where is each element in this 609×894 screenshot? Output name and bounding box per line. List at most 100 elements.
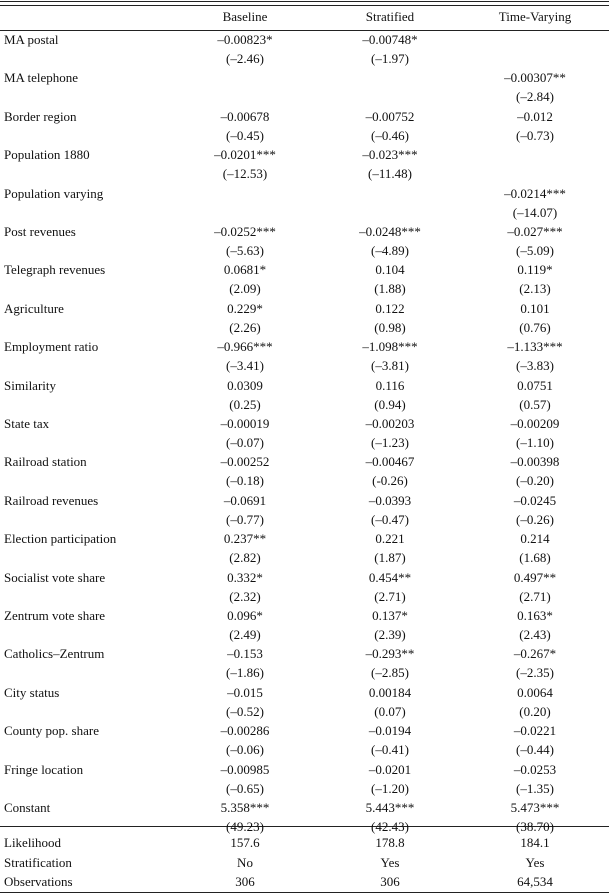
t-statistic: (–1.20) xyxy=(371,780,409,796)
row-label: County pop. share xyxy=(4,723,99,739)
row-label: Telegraph revenues xyxy=(4,262,106,278)
t-statistic: (–5.09) xyxy=(516,243,554,258)
t-statistic: (1.68) xyxy=(519,550,551,566)
t-statistic: (–0.44) xyxy=(516,742,554,758)
t-statistic: (–1.97) xyxy=(371,51,409,66)
t-statistic: (0.94) xyxy=(374,396,406,412)
t-statistic: (49.23) xyxy=(226,819,264,834)
footer-value: 306 xyxy=(235,874,255,889)
t-statistic: (0.07) xyxy=(374,703,406,719)
coefficient: –0.0252*** xyxy=(214,224,276,239)
t-statistic: (–2.84) xyxy=(516,89,554,105)
t-statistic: (–3.83) xyxy=(516,358,554,374)
t-statistic: (–2.85) xyxy=(371,665,409,681)
coefficient: 0.163* xyxy=(517,608,553,623)
footer-value: No xyxy=(237,855,253,870)
coefficient: –0.0221 xyxy=(513,723,557,739)
coefficient: 5.443*** xyxy=(365,800,415,815)
t-statistic: (–11.48) xyxy=(368,166,412,182)
coefficient: –0.00209 xyxy=(510,416,560,431)
row-label: Population 1880 xyxy=(4,147,90,163)
coefficient: –0.00252 xyxy=(220,454,270,470)
t-statistic: (–0.06) xyxy=(226,742,264,758)
coefficient: 0.332* xyxy=(227,569,263,585)
t-statistic: (2.49) xyxy=(229,627,261,642)
t-statistic: (0.20) xyxy=(519,703,551,719)
row-label: Population varying xyxy=(4,185,104,201)
top-rule xyxy=(0,1,609,2)
footer-label: Likelihood xyxy=(4,835,62,850)
t-statistic: (2.71) xyxy=(519,588,551,604)
t-statistic: (–0.46) xyxy=(371,127,409,143)
footer-value: 306 xyxy=(380,874,400,889)
row-label: Post revenues xyxy=(4,224,76,239)
t-statistic: (2.39) xyxy=(374,627,406,642)
coefficient: 0.497** xyxy=(513,569,557,585)
coefficient: –0.0201*** xyxy=(214,147,276,163)
t-statistic: (–2.35) xyxy=(516,665,554,681)
t-statistic: (1.87) xyxy=(374,550,406,566)
column-header: Baseline xyxy=(222,9,268,24)
coefficient: –0.00678 xyxy=(220,108,270,124)
coefficient: –0.0691 xyxy=(223,492,267,508)
row-label: Socialist vote share xyxy=(4,569,106,585)
coefficient: –0.00985 xyxy=(220,761,270,777)
t-statistic: (–0.65) xyxy=(226,780,264,796)
row-label: Railroad station xyxy=(4,454,87,470)
t-statistic: (0.25) xyxy=(229,396,261,412)
t-statistic: (–14.07) xyxy=(512,204,558,220)
t-statistic: (42.43) xyxy=(371,819,409,834)
t-statistic: (–3.41) xyxy=(226,358,264,374)
coefficient: –0.00467 xyxy=(365,454,415,470)
t-statistic: (2.13) xyxy=(519,281,551,297)
coefficient: 5.358*** xyxy=(220,800,270,815)
t-statistic: (–12.53) xyxy=(222,166,268,182)
coefficient: 0.0064 xyxy=(517,684,553,700)
coefficient: –0.00823* xyxy=(217,32,273,47)
t-statistic: (–0.18) xyxy=(226,473,264,489)
coefficient: –0.267* xyxy=(513,646,557,662)
t-statistic: (–0.77) xyxy=(226,511,264,527)
top-rule xyxy=(0,5,609,6)
t-statistic: (0.76) xyxy=(519,319,551,335)
coefficient: –0.00203 xyxy=(365,416,415,431)
footer-value: 157.6 xyxy=(230,835,260,850)
coefficient: –0.0248*** xyxy=(359,224,421,239)
t-statistic: (–1.35) xyxy=(516,780,554,796)
coefficient: –0.966*** xyxy=(217,339,273,355)
row-label: Zentrum vote share xyxy=(4,608,106,623)
coefficient: 0.122 xyxy=(375,300,405,316)
t-statistic: (–0.07) xyxy=(226,435,264,450)
t-statistic: (–0.41) xyxy=(371,742,409,758)
coefficient: –0.293** xyxy=(365,646,415,662)
coefficient: 5.473*** xyxy=(510,800,560,815)
t-statistic: (0.57) xyxy=(519,396,551,412)
column-header: Time-Varying xyxy=(498,9,572,24)
row-label: MA postal xyxy=(4,32,59,47)
t-statistic: (–3.81) xyxy=(371,358,409,374)
row-label: Similarity xyxy=(4,377,56,393)
footer-value: Yes xyxy=(525,855,545,870)
coefficient: 0.104 xyxy=(375,262,405,278)
coefficient: –0.027*** xyxy=(507,224,563,239)
footer-label: Stratification xyxy=(4,855,72,870)
row-label: Border region xyxy=(4,108,77,124)
coefficient: 0.237** xyxy=(223,531,267,547)
coefficient: –0.153 xyxy=(227,646,263,662)
coefficient: –0.0194 xyxy=(368,723,412,739)
coefficient: 0.0751 xyxy=(517,377,553,393)
t-statistic: (2.32) xyxy=(229,588,261,604)
coefficient: –0.0393 xyxy=(368,492,412,508)
t-statistic: (–5.63) xyxy=(226,243,264,258)
footer-value: Yes xyxy=(380,855,400,870)
coefficient: –0.00019 xyxy=(220,416,270,431)
t-statistic: (–0.73) xyxy=(516,127,554,143)
row-label: City status xyxy=(4,684,60,700)
t-statistic: (–1.10) xyxy=(516,435,554,450)
coefficient: 0.0309 xyxy=(227,377,263,393)
t-statistic: (–1.86) xyxy=(226,665,264,681)
bottom-rule xyxy=(0,892,609,893)
coefficient: 0.116 xyxy=(375,377,405,393)
coefficient: –0.00748* xyxy=(362,32,418,47)
t-statistic: (2.82) xyxy=(229,550,261,566)
